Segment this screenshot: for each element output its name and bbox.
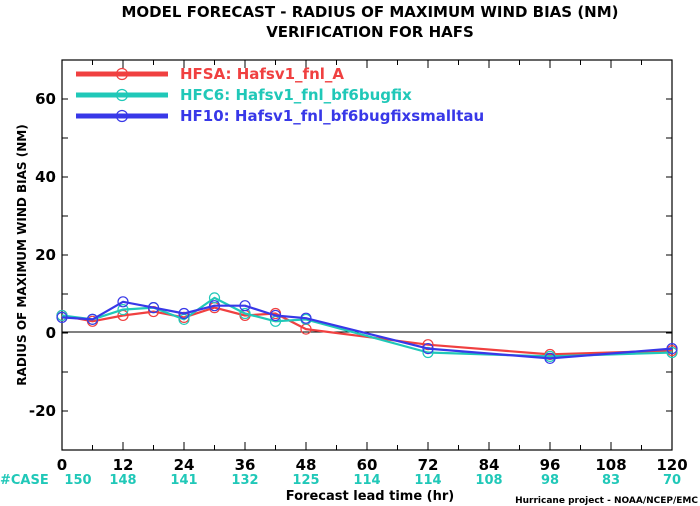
legend-item: HFC6: Hafsv1_fnl_bf6bugfix: [76, 86, 412, 104]
case-count: 114: [353, 473, 380, 488]
data-point: [208, 292, 221, 304]
case-count: 125: [292, 473, 319, 488]
data-point: [86, 313, 99, 325]
legend-label: HF10: Hafsv1_fnl_bf6bugfixsmalltau: [180, 107, 484, 125]
y-tick-label: -20: [29, 402, 56, 420]
y-axis: -20 0 20 40 60: [29, 59, 672, 451]
series-line: [61, 300, 673, 360]
legend: HFSA: Hafsv1_fnl_A HFC6: Hafsv1_fnl_bf6bu…: [76, 65, 484, 125]
data-point: [239, 307, 251, 320]
case-count: 70: [663, 473, 681, 488]
y-tick-label: 20: [35, 246, 56, 264]
case-count: 98: [541, 473, 559, 488]
legend-label: HFSA: Hafsv1_fnl_A: [180, 65, 344, 83]
y-tick-label: 40: [35, 168, 56, 186]
x-tick-label: 84: [479, 456, 500, 474]
data-point: [117, 296, 129, 308]
legend-item: HFSA: Hafsv1_fnl_A: [76, 65, 344, 83]
data-point: [269, 309, 282, 322]
legend-label: HFC6: Hafsv1_fnl_bf6bugfix: [180, 86, 412, 104]
x-tick-label: 36: [235, 456, 256, 474]
legend-item: HF10: Hafsv1_fnl_bf6bugfixsmalltau: [76, 107, 484, 125]
series-line: [61, 306, 673, 356]
case-count: 148: [109, 473, 136, 488]
x-tick-label: 120: [656, 456, 687, 474]
data-point: [239, 300, 251, 312]
x-axis: 0 12 24 36 48 60 72 84 96 108 120: [57, 60, 688, 474]
data-point: [422, 343, 434, 355]
chart-subtitle: VERIFICATION FOR HAFS: [266, 23, 474, 41]
y-tick-label: 0: [46, 324, 56, 342]
data-point: [178, 307, 190, 320]
data-point: [300, 312, 312, 324]
x-tick-label: 0: [57, 456, 67, 474]
x-tick-label: 12: [113, 456, 134, 474]
case-count: 150: [64, 473, 91, 488]
y-tick-label: 60: [35, 90, 56, 108]
case-count: 132: [231, 473, 258, 488]
x-axis-label: Forecast lead time (hr): [286, 489, 454, 504]
series-3: [56, 296, 678, 364]
case-count: 141: [170, 473, 197, 488]
case-count: 108: [475, 473, 502, 488]
data-point: [208, 300, 221, 312]
x-tick-label: 48: [296, 456, 317, 474]
legend-marker: [115, 67, 129, 81]
x-tick-label: 96: [540, 456, 561, 474]
chart-title: MODEL FORECAST - RADIUS OF MAXIMUM WIND …: [121, 3, 618, 21]
x-tick-label: 24: [174, 456, 195, 474]
x-tick-label: 108: [595, 456, 626, 474]
data-point: [666, 343, 678, 355]
data-point: [117, 304, 129, 316]
y-axis-label: RADIUS OF MAXIMUM WIND BIAS (NM): [15, 124, 29, 385]
case-count: 83: [602, 473, 620, 488]
case-count: 114: [414, 473, 441, 488]
data-point: [666, 346, 678, 359]
x-tick-label: 60: [357, 456, 378, 474]
legend-marker: [115, 109, 129, 123]
data-point: [544, 352, 556, 364]
data-point: [56, 311, 68, 323]
case-counts: #CASE 150 148 141 132 125 114 114 108 98 83 70: [0, 473, 681, 488]
legend-marker: [115, 88, 129, 102]
series-2: [56, 292, 678, 362]
case-label: #CASE: [0, 473, 49, 488]
credit-text: Hurricane project - NOAA/NCEP/EMC: [515, 496, 698, 506]
series-layer: [56, 292, 678, 364]
data-point: [147, 302, 160, 314]
x-tick-label: 72: [418, 456, 439, 474]
